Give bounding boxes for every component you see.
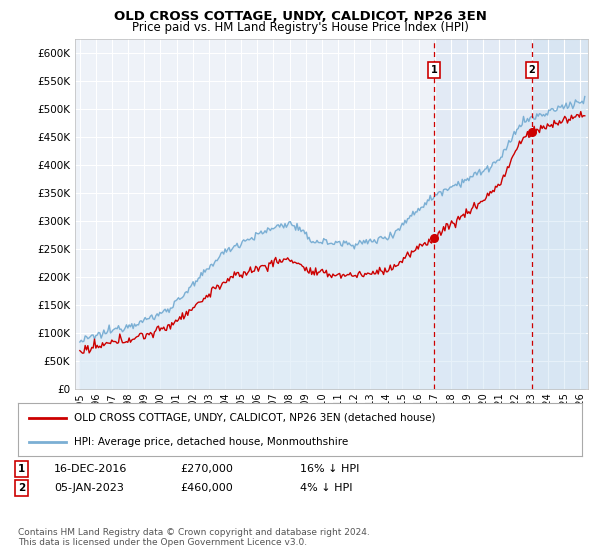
Bar [532, 39, 588, 389]
Text: 2: 2 [529, 65, 535, 75]
Text: 16% ↓ HPI: 16% ↓ HPI [300, 464, 359, 474]
Text: OLD CROSS COTTAGE, UNDY, CALDICOT, NP26 3EN (detached house): OLD CROSS COTTAGE, UNDY, CALDICOT, NP26 … [74, 413, 436, 423]
Text: 4% ↓ HPI: 4% ↓ HPI [300, 483, 353, 493]
Text: 1: 1 [18, 464, 25, 474]
Text: HPI: Average price, detached house, Monmouthshire: HPI: Average price, detached house, Monm… [74, 437, 349, 447]
Text: £270,000: £270,000 [180, 464, 233, 474]
Text: 16-DEC-2016: 16-DEC-2016 [54, 464, 127, 474]
Text: 2: 2 [18, 483, 25, 493]
Text: Contains HM Land Registry data © Crown copyright and database right 2024.
This d: Contains HM Land Registry data © Crown c… [18, 528, 370, 547]
Bar [434, 39, 532, 389]
Text: 1: 1 [431, 65, 437, 75]
Text: OLD CROSS COTTAGE, UNDY, CALDICOT, NP26 3EN: OLD CROSS COTTAGE, UNDY, CALDICOT, NP26 … [113, 10, 487, 23]
Text: Price paid vs. HM Land Registry's House Price Index (HPI): Price paid vs. HM Land Registry's House … [131, 21, 469, 34]
Text: £460,000: £460,000 [180, 483, 233, 493]
Text: 05-JAN-2023: 05-JAN-2023 [54, 483, 124, 493]
